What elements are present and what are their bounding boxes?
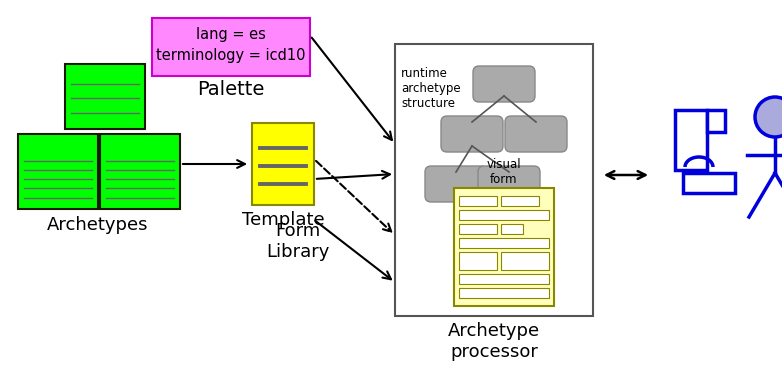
Polygon shape: [707, 110, 725, 132]
FancyBboxPatch shape: [473, 66, 535, 102]
Text: Archetype
processor: Archetype processor: [448, 322, 540, 361]
FancyBboxPatch shape: [152, 18, 310, 76]
FancyBboxPatch shape: [501, 196, 539, 206]
FancyBboxPatch shape: [100, 134, 180, 209]
FancyBboxPatch shape: [501, 224, 523, 234]
FancyBboxPatch shape: [252, 123, 314, 205]
FancyBboxPatch shape: [459, 252, 497, 270]
FancyBboxPatch shape: [505, 116, 567, 152]
FancyBboxPatch shape: [683, 173, 735, 193]
FancyBboxPatch shape: [395, 44, 593, 316]
FancyBboxPatch shape: [441, 116, 503, 152]
FancyBboxPatch shape: [675, 110, 707, 170]
FancyBboxPatch shape: [459, 274, 549, 284]
Text: runtime
archetype
structure: runtime archetype structure: [401, 67, 461, 110]
FancyBboxPatch shape: [425, 166, 487, 202]
FancyBboxPatch shape: [459, 224, 497, 234]
FancyBboxPatch shape: [459, 196, 497, 206]
Text: Archetypes: Archetypes: [47, 216, 149, 234]
FancyBboxPatch shape: [65, 64, 145, 129]
Text: lang = es
terminology = icd10: lang = es terminology = icd10: [156, 27, 306, 63]
FancyBboxPatch shape: [459, 288, 549, 298]
FancyBboxPatch shape: [459, 210, 549, 220]
FancyBboxPatch shape: [18, 134, 98, 209]
Circle shape: [755, 97, 782, 137]
FancyBboxPatch shape: [459, 238, 549, 248]
FancyBboxPatch shape: [478, 166, 540, 202]
Text: Palette: Palette: [197, 80, 264, 99]
Text: Template: Template: [242, 211, 325, 229]
Text: visual
form: visual form: [486, 158, 522, 186]
Text: Form
Library: Form Library: [267, 222, 330, 261]
FancyBboxPatch shape: [501, 252, 549, 270]
FancyBboxPatch shape: [454, 188, 554, 306]
